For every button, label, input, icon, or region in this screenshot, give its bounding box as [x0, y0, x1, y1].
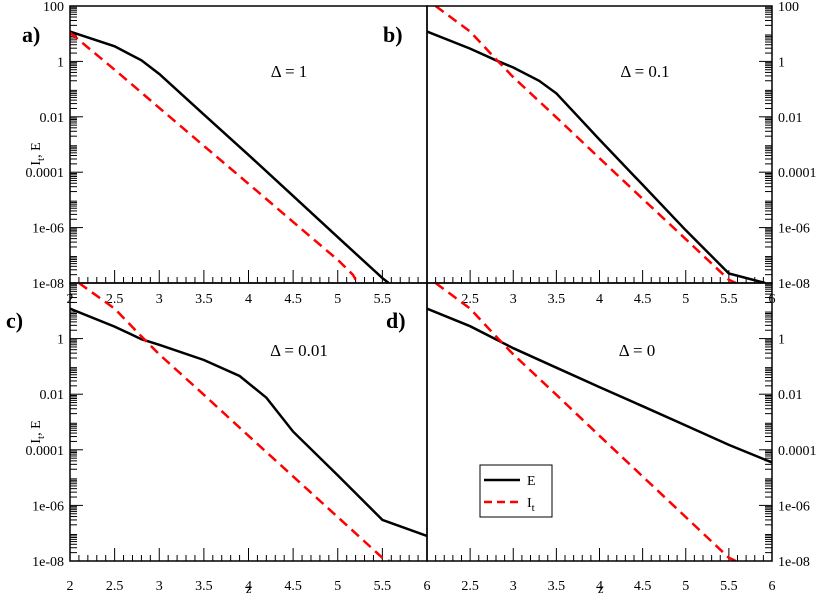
y-tick-label: 0.01	[40, 111, 65, 126]
y-tick-label: 1e-08	[778, 555, 810, 570]
x-tick-label: 6	[769, 579, 776, 594]
series-line-i-t	[434, 283, 737, 561]
panel-label: c)	[6, 308, 23, 333]
x-tick-label: 5	[334, 579, 341, 594]
y-tick-label: 1e-06	[32, 222, 64, 237]
x-tick-label: 5.5	[720, 292, 738, 307]
series-line-e	[70, 307, 427, 538]
x-tick-label: 2	[67, 579, 74, 594]
x-tick-label: 3	[156, 579, 163, 594]
plot-frame	[426, 5, 773, 284]
y-tick-label: 0.0001	[26, 166, 65, 181]
series-line-e	[427, 30, 766, 283]
plot-frame	[426, 282, 773, 562]
x-tick-label: 4.5	[634, 579, 652, 594]
panel-label: a)	[22, 22, 40, 47]
y-tick-label: 100	[778, 0, 799, 15]
x-tick-label: 3	[510, 579, 517, 594]
y-tick-label: 1	[57, 333, 64, 348]
x-tick-label: 5	[682, 579, 689, 594]
y-axis-title: It, E	[29, 142, 47, 165]
x-tick-label: 4.5	[284, 292, 302, 307]
series-line-e	[427, 307, 772, 464]
panel-4: 1e-08 1e-06 0.0001 0.01 1 2.5 3 3.5 4 4.5 5 5.5 6 d) Δ…	[386, 282, 817, 597]
y-tick-label: 1e-08	[32, 277, 64, 292]
x-tick-label: 6	[424, 579, 431, 594]
y-tick-label: 0.01	[778, 111, 803, 126]
x-tick-label: 4.5	[634, 292, 652, 307]
y-tick-label: 1e-06	[32, 499, 64, 514]
x-tick-label: 5.5	[374, 579, 392, 594]
legend-label: E	[527, 474, 536, 489]
x-tick-label: 3.5	[195, 579, 213, 594]
y-tick-label: 1e-06	[778, 499, 810, 514]
x-tick-label: 4.5	[284, 579, 302, 594]
x-tick-label: 2.5	[106, 292, 124, 307]
series-line-i-t	[78, 283, 391, 561]
y-tick-label: 1e-08	[32, 555, 64, 570]
series-line-e	[70, 30, 390, 283]
x-axis-title: z	[597, 582, 604, 597]
plot-frame	[69, 5, 428, 284]
x-tick-label: 5.5	[374, 292, 392, 307]
legend-box	[479, 464, 553, 518]
series-line-i-t	[70, 31, 359, 283]
x-tick-label: 4	[245, 579, 252, 594]
legend: E It	[479, 464, 553, 518]
x-tick-label: 3	[156, 292, 163, 307]
x-tick-label: 3.5	[548, 292, 566, 307]
y-tick-label: 1	[57, 55, 64, 70]
delta-annotation: Δ = 0.1	[620, 62, 669, 81]
x-tick-label: 3	[510, 292, 517, 307]
x-tick-label: 5	[334, 292, 341, 307]
x-tick-label: 5	[682, 292, 689, 307]
y-tick-label: 1e-08	[778, 277, 810, 292]
legend-label: It	[527, 496, 535, 514]
x-tick-label: 3.5	[195, 292, 213, 307]
x-tick-label: 4	[596, 292, 603, 307]
y-tick-label: 100	[43, 0, 64, 15]
y-tick-label: 1	[778, 333, 785, 348]
delta-annotation: Δ = 0	[619, 341, 656, 360]
panel-label: b)	[383, 22, 403, 47]
x-tick-label: 2.5	[461, 579, 479, 594]
x-tick-label: 5.5	[720, 579, 738, 594]
y-tick-label: 0.0001	[778, 166, 817, 181]
x-tick-label: 2.5	[461, 292, 479, 307]
delta-annotation: Δ = 1	[271, 62, 308, 81]
series-line-i-t	[434, 6, 737, 283]
panel-3: 1e-08 1e-06 0.0001 0.01 1 2 2.5 3 3.5 4 4.5 5 5.5 6 c)…	[6, 282, 431, 597]
y-tick-label: 0.0001	[778, 444, 817, 459]
x-tick-label: 4	[596, 579, 603, 594]
x-axis-title: z	[245, 582, 252, 597]
plot-frame	[69, 282, 428, 562]
x-tick-label: 4	[245, 292, 252, 307]
y-tick-label: 0.0001	[26, 444, 65, 459]
y-tick-label: 1	[778, 55, 785, 70]
y-tick-label: 1e-06	[778, 222, 810, 237]
y-tick-label: 0.01	[40, 388, 65, 403]
panel-label: d)	[386, 308, 406, 333]
y-tick-label: 0.01	[778, 388, 803, 403]
x-tick-label: 2.5	[106, 579, 124, 594]
x-tick-label: 3.5	[548, 579, 566, 594]
delta-annotation: Δ = 0.01	[270, 341, 328, 360]
y-axis-title: It, E	[29, 420, 47, 443]
